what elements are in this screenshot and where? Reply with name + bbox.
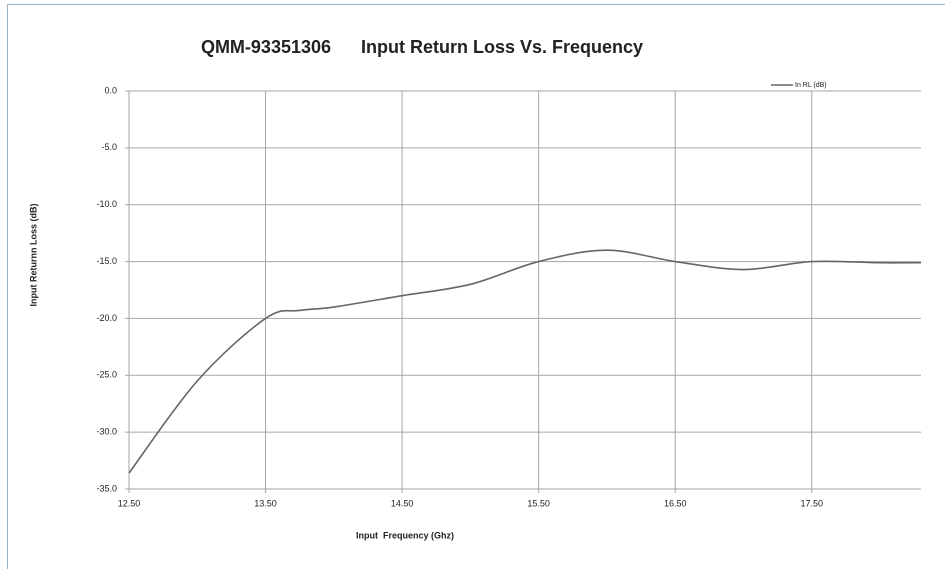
x-tick-label: 16.50	[664, 498, 687, 508]
x-tick-label: 15.50	[527, 498, 550, 508]
y-tick-label: -20.0	[96, 313, 117, 323]
y-tick-label: -25.0	[96, 370, 117, 380]
x-tick-label: 14.50	[391, 498, 414, 508]
legend-label: In RL (dB)	[795, 82, 827, 89]
x-tick-label: 17.50	[800, 498, 823, 508]
y-tick-label: 0.0	[104, 85, 117, 95]
chart-title: QMM-93351306 Input Return Loss Vs. Frequ…	[201, 37, 643, 57]
y-tick-label: -5.0	[101, 142, 117, 152]
y-tick-label: -30.0	[96, 427, 117, 437]
y-tick-label: -10.0	[96, 199, 117, 209]
y-tick-label: -35.0	[96, 483, 117, 493]
x-tick-label: 13.50	[254, 498, 277, 508]
series-line	[128, 249, 922, 474]
x-tick-label: 12.50	[118, 498, 141, 508]
chart-border	[7, 4, 945, 569]
y-axis-label: Input Returnn Loss (dB)	[28, 204, 38, 307]
y-tick-label: -15.0	[96, 256, 117, 266]
x-axis-label: Input Frequency (Ghz)	[356, 530, 454, 540]
